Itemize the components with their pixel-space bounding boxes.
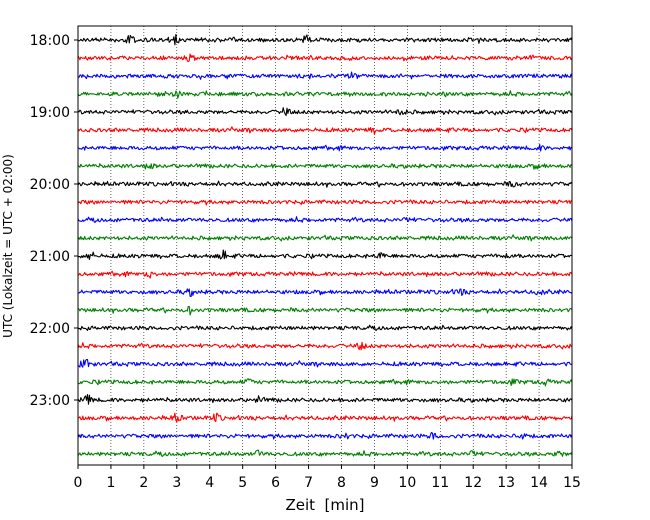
trace-2300	[77, 393, 573, 405]
x-tick-label: 3	[172, 475, 181, 491]
y-tick-label: 20:00	[30, 177, 70, 193]
trace-2000	[77, 180, 573, 188]
trace-2200	[77, 324, 573, 331]
trace-1815	[77, 53, 573, 63]
trace-1900	[77, 107, 573, 117]
seismogram-traces	[77, 33, 573, 457]
trace-2315	[77, 412, 573, 423]
x-tick-label: 0	[74, 475, 83, 491]
trace-1915	[77, 126, 573, 135]
trace-2115	[77, 270, 573, 279]
y-tick-label: 18:00	[30, 33, 70, 49]
x-tick-label: 8	[337, 475, 346, 491]
trace-1830	[77, 71, 573, 80]
x-tick-label: 7	[304, 475, 313, 491]
trace-1800	[77, 33, 573, 46]
trace-2215	[77, 341, 573, 351]
trace-1845	[77, 90, 573, 99]
trace-2030	[77, 216, 573, 223]
x-tick-label: 2	[139, 475, 148, 491]
x-tick-label: 11	[431, 475, 449, 491]
trace-1930	[77, 143, 573, 152]
x-axis-title: Zeit [min]	[285, 496, 364, 514]
y-tick-label: 21:00	[30, 249, 70, 265]
trace-2145	[77, 305, 573, 316]
x-tick-label: 15	[563, 475, 581, 491]
trace-2130	[78, 288, 573, 298]
y-axis: 18:00 19:00 20:00 21:00 22:00 23:00	[30, 33, 78, 409]
trace-1945	[77, 163, 573, 170]
x-tick-label: 4	[205, 475, 214, 491]
trace-2330	[77, 431, 573, 440]
y-tick-label: 22:00	[30, 321, 70, 337]
x-tick-label: 6	[271, 475, 280, 491]
trace-2230	[77, 358, 573, 368]
y-tick-label: 23:00	[30, 393, 70, 409]
x-tick-label: 1	[106, 475, 115, 491]
trace-2015	[77, 199, 573, 206]
y-tick-label: 19:00	[30, 105, 70, 121]
x-tick-label: 10	[398, 475, 416, 491]
x-tick-label: 14	[530, 475, 548, 491]
x-tick-label: 5	[238, 475, 247, 491]
x-axis: 0 1 2 3 4 5 6 7 8 9 10 11 12 13 14 15	[74, 465, 581, 491]
trace-2245	[77, 378, 573, 387]
trace-2345	[77, 449, 573, 457]
grid-lines	[110, 26, 540, 465]
trace-2045	[77, 234, 573, 242]
x-tick-label: 13	[497, 475, 515, 491]
x-tick-label: 12	[464, 475, 482, 491]
trace-2100	[77, 249, 573, 261]
y-axis-title: UTC (Lokalzeit = UTC + 02:00)	[1, 154, 15, 338]
plot-frame	[77, 25, 573, 466]
x-tick-label: 9	[370, 475, 379, 491]
